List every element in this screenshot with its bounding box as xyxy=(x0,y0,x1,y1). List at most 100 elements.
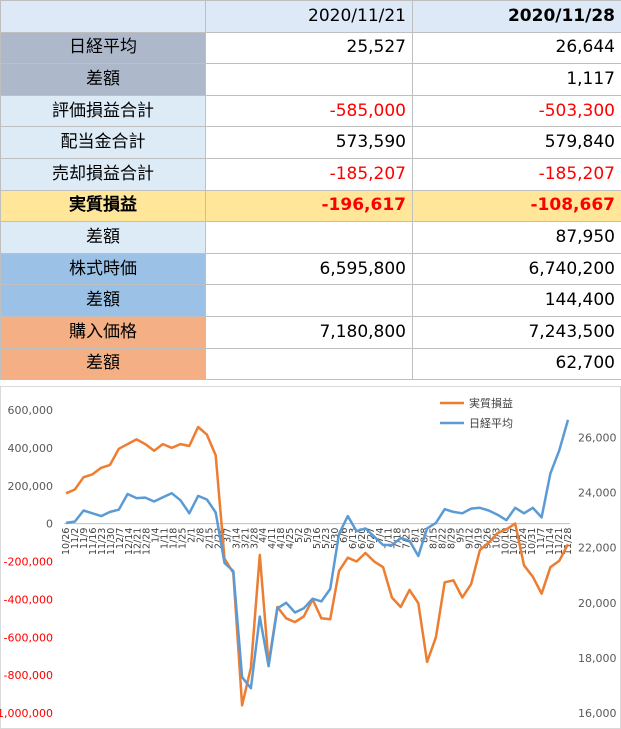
x-tick-label: 10/26 xyxy=(61,528,72,555)
x-tick-label: 11/14 xyxy=(545,528,556,555)
y-left-tick-label: 200,000 xyxy=(8,480,54,493)
x-tick-label: 12/14 xyxy=(124,528,135,555)
row-value-1: 7,180,800 xyxy=(205,315,413,349)
x-tick-label: 1/11 xyxy=(160,528,171,549)
series-line-nikkei xyxy=(65,419,570,690)
x-tick-label: 11/21 xyxy=(554,528,565,555)
x-tick-label: 5/2 xyxy=(294,528,305,543)
row-value-1 xyxy=(205,284,413,317)
row-market-value-difference: 差額 144,400 xyxy=(0,284,621,317)
y-left-tick-label: 0 xyxy=(46,518,53,531)
row-value-2: -108,667 xyxy=(412,189,621,223)
x-tick-label: 9/26 xyxy=(482,528,493,549)
x-tick-label: 10/17 xyxy=(509,528,520,555)
row-label: 株式時価 xyxy=(0,252,206,286)
row-value-1: 6,595,800 xyxy=(205,252,413,286)
right-axis: 26,000 24,000 22,000 20,000 18,000 16,000 xyxy=(578,432,617,720)
y-right-tick-label: 26,000 xyxy=(578,432,617,445)
row-label: 差額 xyxy=(0,63,206,96)
x-tick-label: 2/1 xyxy=(187,528,198,543)
x-tick-label: 3/21 xyxy=(240,528,251,549)
header-date-1: 2020/11/21 xyxy=(205,0,413,33)
x-tick-label: 7/18 xyxy=(393,528,404,549)
x-tick-label: 9/5 xyxy=(455,528,466,543)
y-right-tick-label: 18,000 xyxy=(578,652,617,665)
x-tick-label: 4/4 xyxy=(258,528,269,543)
row-market-value: 株式時価 6,595,800 6,740,200 xyxy=(0,252,621,286)
row-value-2: 7,243,500 xyxy=(412,315,621,349)
row-nikkei-average: 日経平均 25,527 26,644 xyxy=(0,31,621,65)
line-chart: 600,000 400,000 200,000 0 -200,000 -400,000 -6… xyxy=(0,386,621,729)
y-left-tick-label: -800,000 xyxy=(4,669,53,682)
x-tick-label: 8/22 xyxy=(438,528,449,549)
header-corner xyxy=(0,0,206,33)
x-tick-label: 7/4 xyxy=(375,528,386,543)
series-layer xyxy=(65,419,570,707)
row-label: 配当金合計 xyxy=(0,126,206,159)
x-tick-label: 9/12 xyxy=(464,528,475,549)
chart-frame xyxy=(0,386,621,729)
row-value-2: 1,117 xyxy=(412,63,621,96)
x-tick-label: 10/3 xyxy=(491,528,502,549)
header-date-2: 2020/11/28 xyxy=(412,0,621,33)
x-tick-label: 7/25 xyxy=(402,528,413,549)
x-tick-label: 6/20 xyxy=(357,528,368,549)
x-tick-label: 11/7 xyxy=(536,528,547,549)
row-net-pl: 実質損益 -196,617 -108,667 xyxy=(0,189,621,223)
row-value-2: 87,950 xyxy=(412,221,621,254)
row-value-1: -585,000 xyxy=(205,94,413,128)
legend-label-nikkei: 日経平均 xyxy=(469,417,513,430)
x-tick-label: 8/1 xyxy=(411,528,422,543)
row-value-2: 579,840 xyxy=(412,126,621,159)
legend-label-net-pl: 実質損益 xyxy=(469,396,513,410)
row-label: 実質損益 xyxy=(0,189,206,223)
x-tick-label: 2/15 xyxy=(204,528,215,549)
header-row: 2020/11/21 2020/11/28 xyxy=(0,0,621,33)
x-tick-label: 8/29 xyxy=(446,528,457,549)
x-tick-label: 12/21 xyxy=(133,528,144,555)
x-tick-label: 4/25 xyxy=(285,528,296,549)
x-tick-label: 11/28 xyxy=(563,528,574,555)
row-label: 日経平均 xyxy=(0,31,206,65)
x-tick-label: 5/30 xyxy=(330,528,341,549)
x-tick-label: 12/7 xyxy=(115,528,126,549)
x-tick-label: 5/16 xyxy=(312,528,323,549)
row-value-1: 25,527 xyxy=(205,31,413,65)
x-tick-label: 10/24 xyxy=(518,528,529,555)
summary-table: 2020/11/21 2020/11/28 日経平均 25,527 26,644… xyxy=(0,0,621,381)
x-tick-label: 1/18 xyxy=(169,528,180,549)
x-tick-label: 11/16 xyxy=(88,528,99,555)
row-label: 評価損益合計 xyxy=(0,94,206,128)
x-tick-label: 3/28 xyxy=(249,528,260,549)
row-label: 差額 xyxy=(0,284,206,317)
legend: 実質損益 日経平均 xyxy=(440,396,513,430)
row-purchase-price-difference: 差額 62,700 xyxy=(0,347,621,381)
x-tick-label: 3/14 xyxy=(231,528,242,549)
x-tick-label: 6/13 xyxy=(348,528,359,549)
y-left-tick-label: 400,000 xyxy=(8,442,54,455)
row-value-1: -196,617 xyxy=(205,189,413,223)
x-tick-label: 2/22 xyxy=(213,528,224,549)
x-tick-label: 5/23 xyxy=(321,528,332,549)
x-tick-label: 11/23 xyxy=(97,528,108,555)
x-tick-label: 11/9 xyxy=(79,528,90,549)
x-tick-label: 4/18 xyxy=(276,528,287,549)
row-value-1 xyxy=(205,63,413,96)
row-label: 購入価格 xyxy=(0,315,206,349)
x-tick-label: 5/9 xyxy=(303,528,314,543)
row-value-1: -185,207 xyxy=(205,157,413,191)
y-left-tick-label: 600,000 xyxy=(8,404,54,417)
x-tick-label: 10/10 xyxy=(500,528,511,555)
row-purchase-price: 購入価格 7,180,800 7,243,500 xyxy=(0,315,621,349)
left-axis: 600,000 400,000 200,000 0 -200,000 -400,000 -6… xyxy=(0,404,53,720)
y-right-tick-label: 22,000 xyxy=(578,542,617,555)
x-tick-label: 11/30 xyxy=(106,528,117,555)
row-value-1: 573,590 xyxy=(205,126,413,159)
row-realized-pl: 売却損益合計 -185,207 -185,207 xyxy=(0,157,621,191)
row-value-1 xyxy=(205,221,413,254)
y-left-tick-label: -600,000 xyxy=(4,631,53,644)
row-dividends: 配当金合計 573,590 579,840 xyxy=(0,126,621,159)
x-tick-label: 6/6 xyxy=(339,528,350,543)
x-tick-label: 3/7 xyxy=(222,528,233,543)
x-tick-label: 4/11 xyxy=(267,528,278,549)
